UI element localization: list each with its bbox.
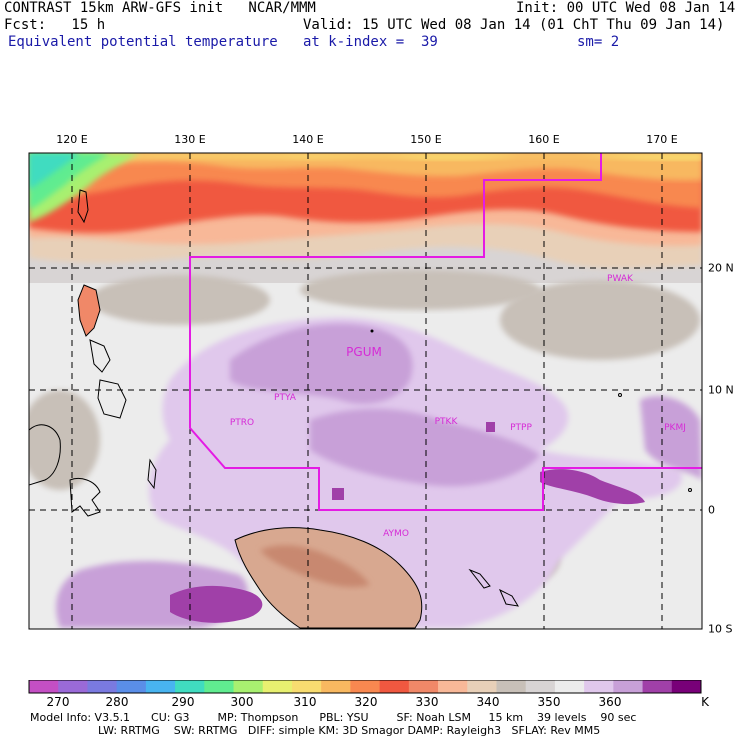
lat-label-10n: 10 N xyxy=(708,383,734,397)
colorbar-swatch xyxy=(350,680,381,693)
station-label: PWAK xyxy=(607,274,633,284)
colorbar-tick: 300 xyxy=(230,695,254,709)
colorbar-swatch xyxy=(496,680,527,693)
station-label: PTYA xyxy=(274,393,296,403)
k-index: at k-index = 39 xyxy=(303,34,438,50)
colorbar-tick: 340 xyxy=(476,695,500,709)
colorbar-swatch xyxy=(554,680,585,693)
model-info-line1: Model Info: V3.5.1 CU: G3 MP: Thompson P… xyxy=(30,711,637,724)
colorbar-swatch xyxy=(175,680,205,693)
colorbar-swatch xyxy=(291,680,322,693)
colorbar-swatch xyxy=(584,680,614,693)
colorbar-swatch xyxy=(525,680,556,693)
colorbar-swatch xyxy=(379,680,410,693)
init-time: Init: 00 UTC Wed 08 Jan 14 xyxy=(516,0,736,16)
valid-time: Valid: 15 UTC Wed 08 Jan 14 (01 ChT Thu … xyxy=(303,17,725,33)
station-label: PTKK xyxy=(434,417,458,427)
colorbar-tick: 360 xyxy=(598,695,622,709)
colorbar-frame xyxy=(28,680,702,694)
smoothing: sm= 2 xyxy=(577,34,620,50)
colorbar-swatch xyxy=(29,680,59,693)
lon-label-130e: 130 E xyxy=(174,133,206,146)
colorbar xyxy=(28,680,702,694)
colorbar-swatch xyxy=(58,680,88,693)
colorbar-swatch xyxy=(408,680,439,693)
lon-label-150e: 150 E xyxy=(410,133,442,146)
colorbar-swatch xyxy=(204,680,235,693)
colorbar-tick: 270 xyxy=(46,695,70,709)
station-label: PTRO xyxy=(229,418,255,428)
colorbar-swatch xyxy=(116,680,147,693)
forecast-hour: Fcst: 15 h xyxy=(4,17,106,33)
lon-label-120e: 120 E xyxy=(56,133,88,146)
lat-label-0: 0 xyxy=(708,503,715,517)
model-title: CONTRAST 15km ARW-GFS init NCAR/MMM xyxy=(4,0,316,16)
colorbar-swatch xyxy=(321,680,351,693)
colorbar-swatch xyxy=(438,680,468,693)
station-label: AYMO xyxy=(383,529,409,539)
colorbar-swatch xyxy=(145,680,176,693)
station-label: PKMJ xyxy=(664,423,686,433)
lat-label-20n: 20 N xyxy=(708,261,734,275)
colorbar-swatch xyxy=(262,680,293,693)
colorbar-swatch xyxy=(642,680,673,693)
colorbar-swatch xyxy=(87,680,118,693)
nested-domain-boundary xyxy=(189,153,702,511)
colorbar-tick: 280 xyxy=(105,695,129,709)
station-label: PTPP xyxy=(510,423,532,433)
colorbar-unit: K xyxy=(701,695,709,709)
colorbar-tick: 290 xyxy=(171,695,195,709)
station-label: PGUM xyxy=(346,345,382,359)
colorbar-tick: 310 xyxy=(293,695,317,709)
lat-label-10s: 10 S xyxy=(708,622,733,636)
lon-label-140e: 140 E xyxy=(292,133,324,146)
colorbar-tick: 350 xyxy=(537,695,561,709)
colorbar-swatch xyxy=(233,680,264,693)
colorbar-swatch xyxy=(613,680,644,693)
colorbar-tick: 320 xyxy=(354,695,378,709)
colorbar-tick: 330 xyxy=(415,695,439,709)
lon-label-160e: 160 E xyxy=(528,133,560,146)
colorbar-swatch xyxy=(467,680,497,693)
lon-label-170e: 170 E xyxy=(646,133,678,146)
colorbar-swatch xyxy=(671,680,702,693)
model-info-line2: LW: RRTMG SW: RRTMG DIFF: simple KM: 3D … xyxy=(98,724,601,737)
field-name: Equivalent potential temperature xyxy=(8,34,278,50)
